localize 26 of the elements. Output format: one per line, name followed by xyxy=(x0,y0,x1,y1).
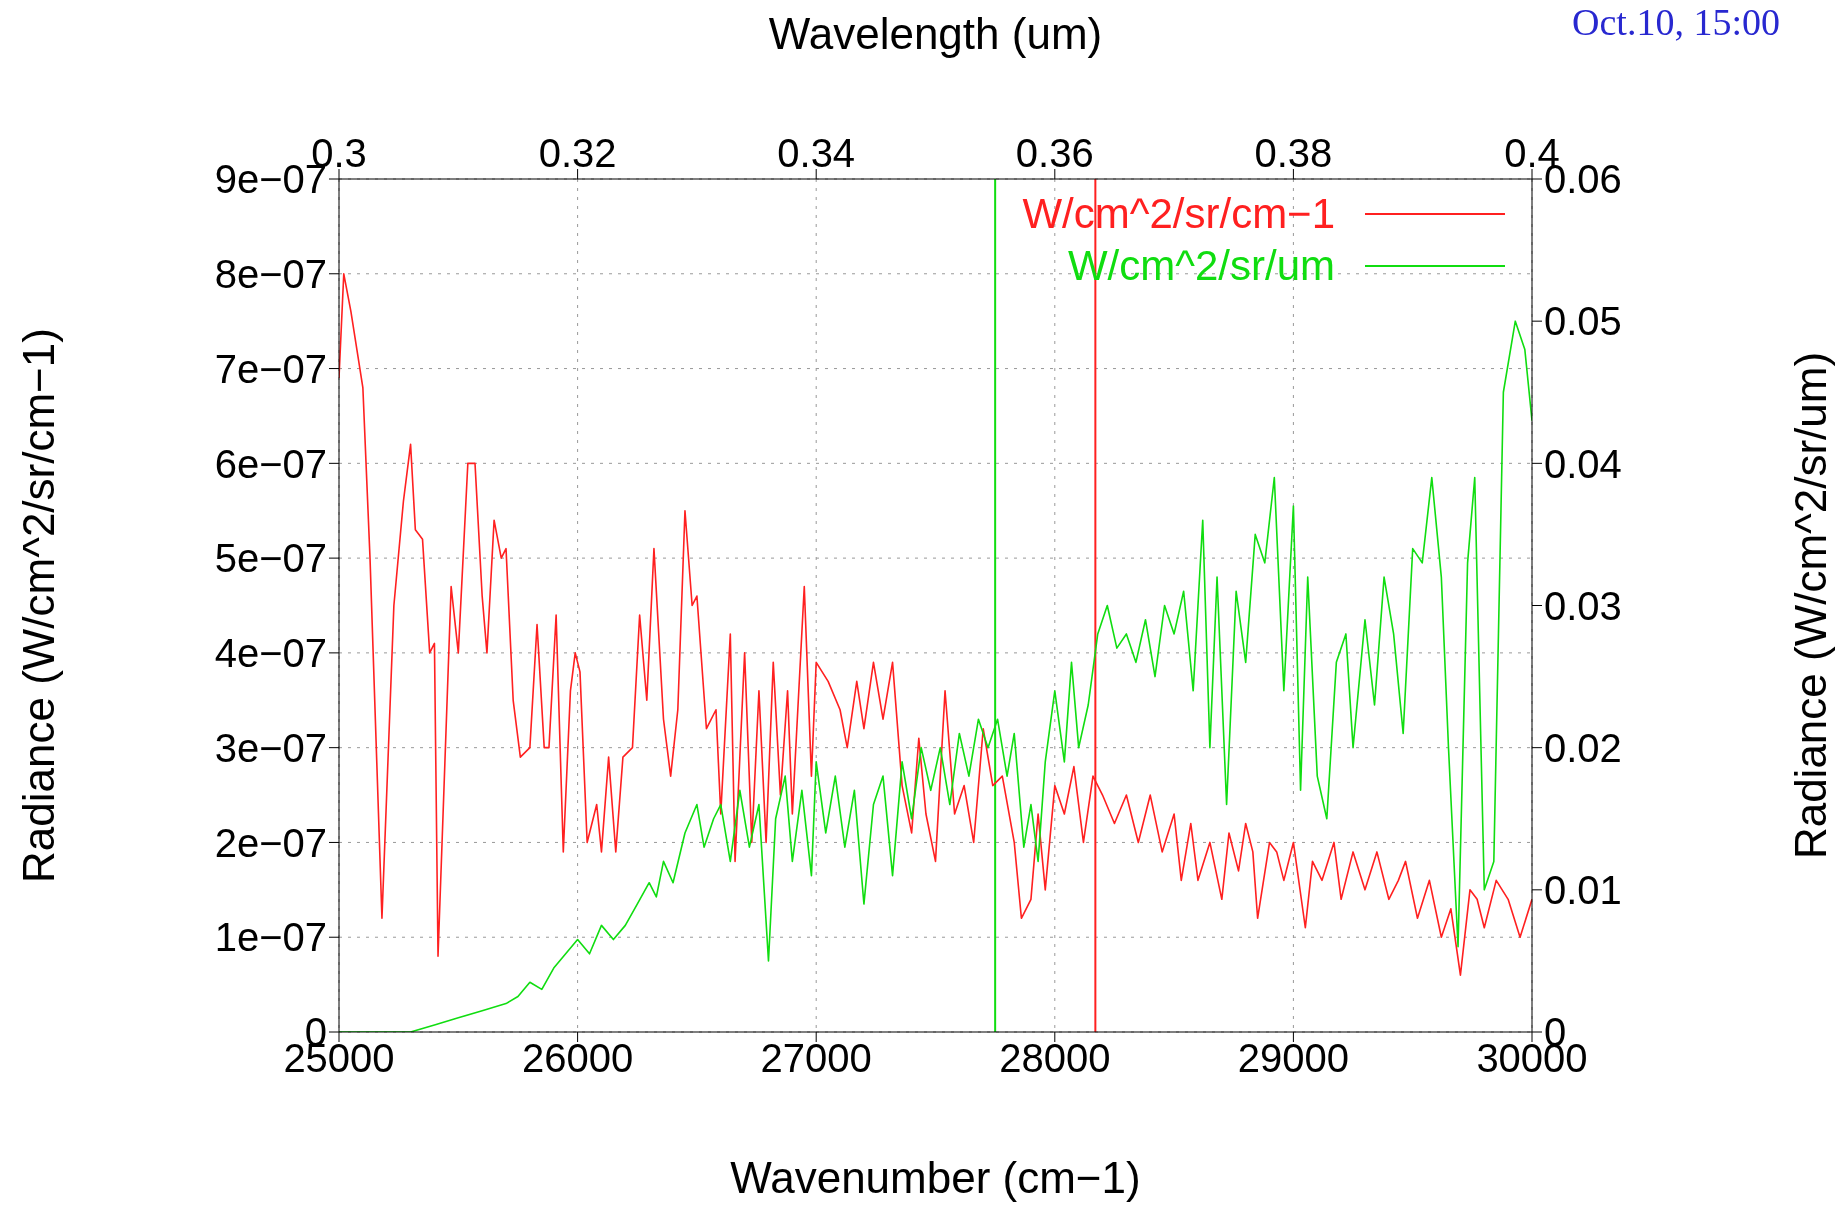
y-tick-label: 4e−07 xyxy=(214,631,327,676)
y-tick-label: 3e−07 xyxy=(214,725,327,770)
x2-axis-title: Wavelength (um) xyxy=(768,9,1103,59)
y-tick-label: 1e−07 xyxy=(214,915,327,960)
y-tick-label: 6e−07 xyxy=(214,441,327,486)
x-tick-label: 29000 xyxy=(1237,1036,1350,1081)
y-tick-label: 5e−07 xyxy=(214,536,327,581)
y-tick-label: 2e−07 xyxy=(214,820,327,865)
x2-tick-label: 0.34 xyxy=(777,131,856,175)
y2-tick-label: 0.05 xyxy=(1544,299,1622,344)
x-axis-title: Wavenumber (cm−1) xyxy=(730,1153,1141,1202)
x2-tick-label: 0.36 xyxy=(1015,131,1094,175)
y2-tick-label: 0.02 xyxy=(1544,725,1622,770)
x-tick-label: 28000 xyxy=(999,1036,1111,1081)
y2-tick-label: 0.04 xyxy=(1544,441,1622,486)
x-tick-label: 27000 xyxy=(760,1036,872,1081)
x2-tick-label: 0.38 xyxy=(1254,131,1333,175)
y-axis-title: Radiance (W/cm^2/sr/cm−1) xyxy=(13,328,63,883)
text: Oct.10, 15:00 xyxy=(1572,0,1780,44)
x2-tick-label: 0.32 xyxy=(538,131,617,175)
y-tick-label: 8e−07 xyxy=(214,251,327,296)
y2-tick-label: 0.01 xyxy=(1544,868,1622,913)
y2-axis-title: Radiance (W/cm^2/sr/um) xyxy=(1785,351,1835,860)
y-tick-label: 7e−07 xyxy=(214,346,327,391)
y2-tick-label: 0.03 xyxy=(1544,583,1622,628)
x-tick-label: 26000 xyxy=(521,1036,634,1081)
